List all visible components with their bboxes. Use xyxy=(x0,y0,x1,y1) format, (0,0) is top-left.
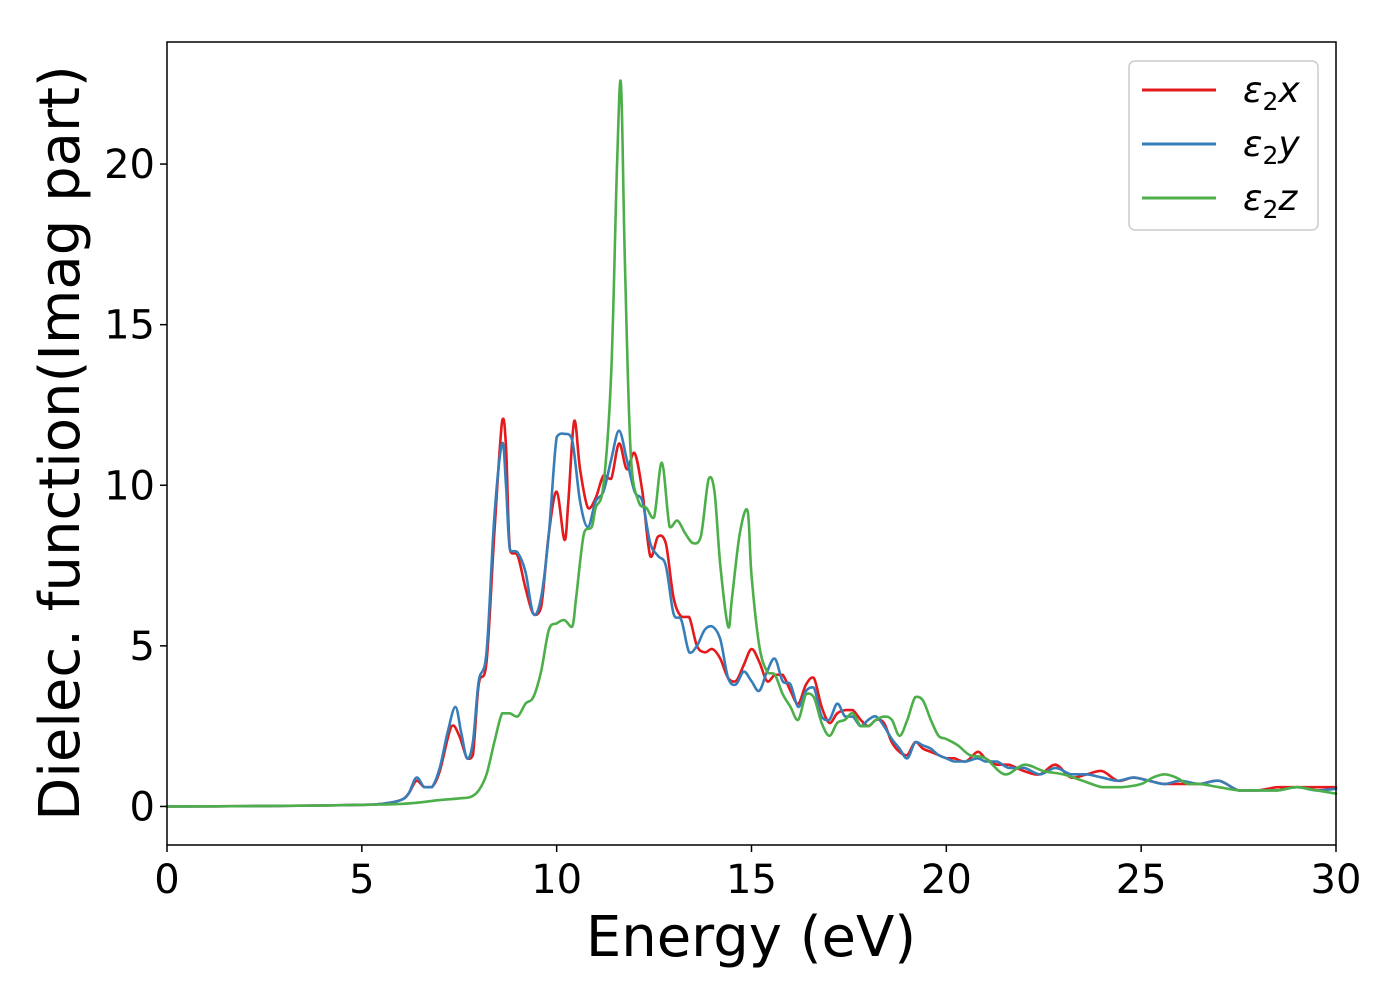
y-tick-label: 20 xyxy=(104,142,155,188)
y-tick-label: 15 xyxy=(104,303,155,349)
x-axis-ticks: 0 5 10 15 20 25 30 xyxy=(154,845,1361,903)
legend: ε2x ε2y ε2z xyxy=(1128,60,1319,231)
x-axis-label: Energy (eV) xyxy=(586,905,916,970)
legend-label: ε2z xyxy=(1243,178,1298,224)
y-tick-label: 5 xyxy=(130,624,155,670)
series-line-0 xyxy=(165,417,1338,808)
x-tick-label: 10 xyxy=(531,857,582,903)
x-tick-label: 30 xyxy=(1311,857,1362,903)
x-tick-label: 20 xyxy=(921,857,972,903)
y-axis-label: Dielec. function(Imag part) xyxy=(28,65,93,821)
x-tick-label: 15 xyxy=(726,857,777,903)
plot-frame xyxy=(166,41,1337,846)
legend-label: ε2y xyxy=(1243,124,1300,170)
y-axis-ticks: 0 5 10 15 20 xyxy=(104,142,167,830)
series-layer xyxy=(165,79,1338,808)
legend-box xyxy=(1128,60,1319,231)
x-tick-label: 5 xyxy=(349,857,374,903)
x-tick-label: 25 xyxy=(1116,857,1167,903)
y-tick-label: 10 xyxy=(104,463,155,509)
legend-label: ε2x xyxy=(1243,70,1300,116)
series-line-1 xyxy=(165,429,1338,808)
x-tick-label: 0 xyxy=(154,857,179,903)
legend-entries: ε2x ε2y ε2z xyxy=(1142,70,1300,224)
series-line-2 xyxy=(165,79,1338,808)
y-tick-label: 0 xyxy=(130,784,155,830)
